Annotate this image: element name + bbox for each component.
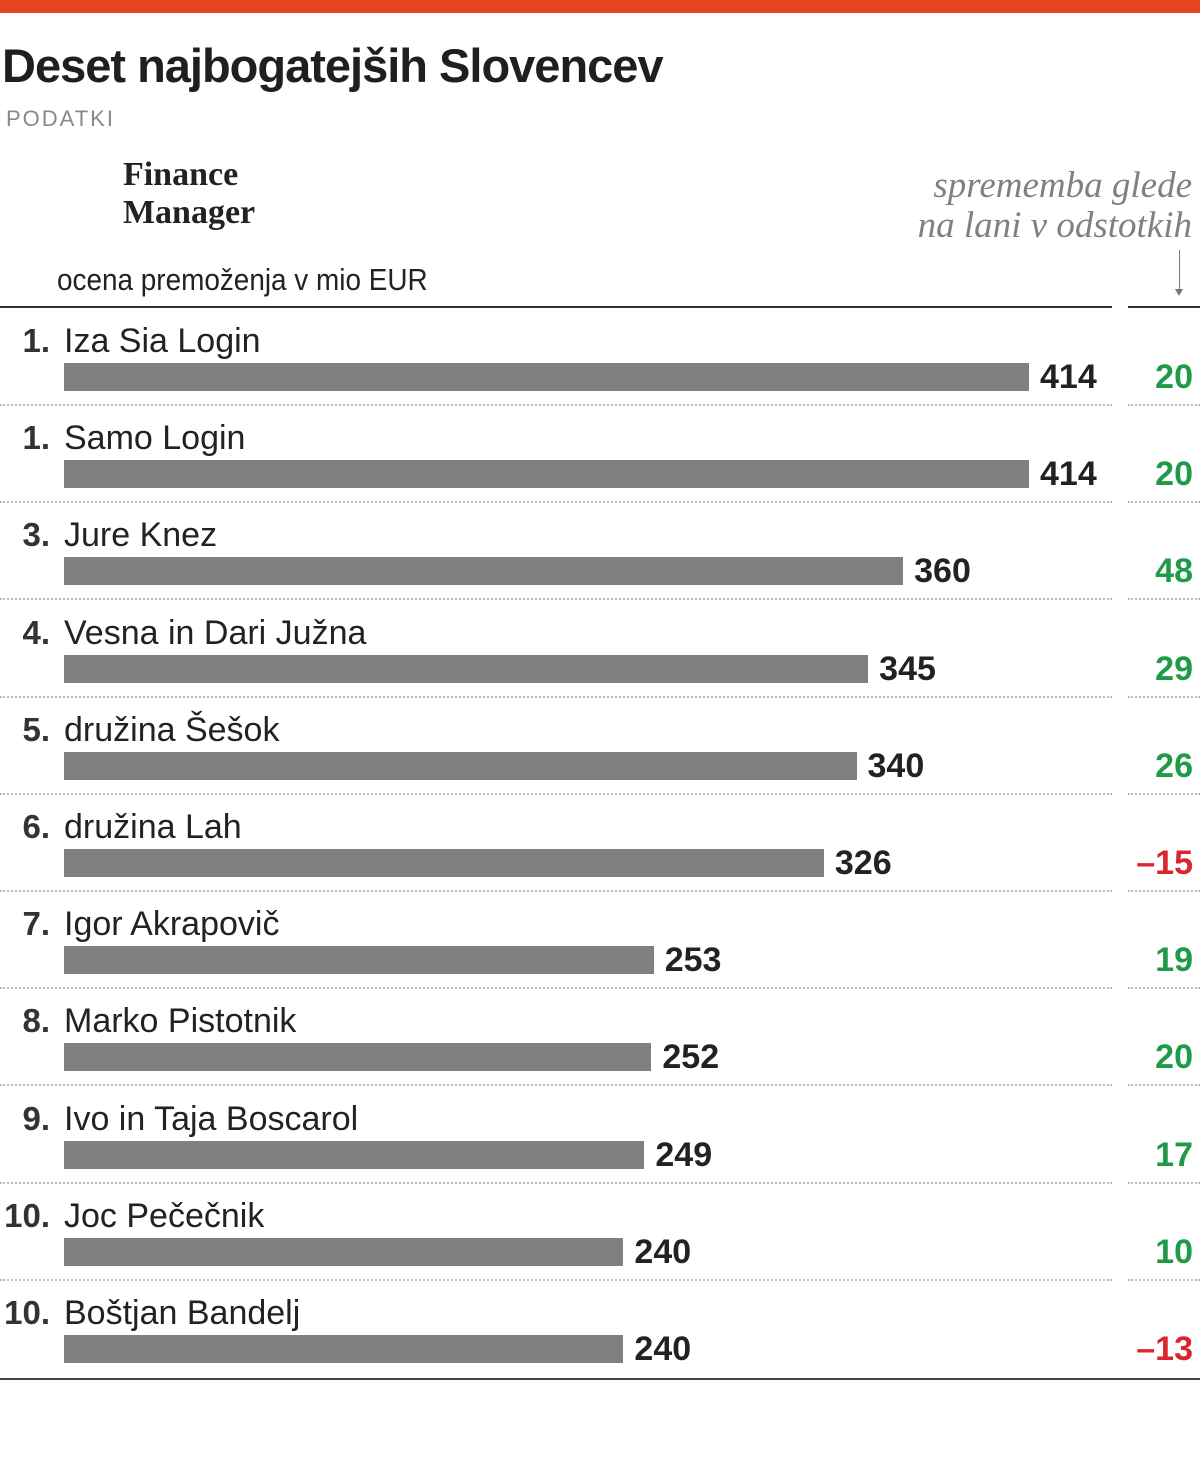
- chart-row: 5. družina Šešok 340 26: [0, 697, 1200, 795]
- bar: [64, 460, 1029, 489]
- chart-row: 8. Marko Pistotnik 252 20: [0, 988, 1200, 1087]
- value-label: 340: [867, 746, 925, 785]
- change-label: 19: [1155, 941, 1193, 980]
- category-label: Samo Login: [64, 419, 246, 458]
- row-separator: [1128, 890, 1200, 892]
- rank-label: 7.: [22, 905, 50, 943]
- value-label: 253: [664, 941, 722, 980]
- rank-label: 4.: [22, 613, 50, 651]
- chart-row: 9. Ivo in Taja Boscarol 249 17: [0, 1086, 1200, 1184]
- rank-label: 5.: [22, 710, 50, 748]
- row-separator: [1128, 695, 1200, 698]
- change-label: –15: [1136, 844, 1193, 882]
- header-rule: [0, 306, 1112, 308]
- source-label: PODATKI: [6, 106, 115, 131]
- bar: [64, 1335, 624, 1363]
- value-label: 414: [1040, 358, 1097, 396]
- down-arrow-icon: [1175, 250, 1183, 296]
- value-label: 345: [879, 649, 936, 688]
- row-separator: [0, 501, 1112, 504]
- source-name: Finance Manager: [122, 156, 256, 231]
- rank-label: 10.: [4, 1196, 50, 1234]
- chart-row: 1. Iza Sia Login 414 20: [0, 308, 1200, 406]
- change-label: 10: [1155, 1232, 1193, 1271]
- bar: [64, 1237, 624, 1266]
- bottom-rule: [0, 1378, 1200, 1380]
- bar: [64, 1140, 645, 1169]
- category-label: družina Šešok: [64, 710, 280, 749]
- category-label: Vesna in Dari Južna: [64, 613, 367, 652]
- change-label: 26: [1155, 746, 1193, 785]
- rank-label: 1.: [22, 322, 50, 359]
- row-separator: [0, 695, 1112, 698]
- row-separator: [1128, 792, 1200, 795]
- bar: [64, 751, 857, 780]
- category-label: Iza Sia Login: [64, 322, 261, 360]
- change-label: –13: [1136, 1330, 1193, 1368]
- value-label: 240: [634, 1330, 692, 1368]
- row-separator: [1128, 1084, 1200, 1087]
- bar: [64, 654, 869, 683]
- change-label: 17: [1155, 1135, 1193, 1174]
- rank-label: 10.: [4, 1294, 50, 1331]
- rank-label: 6.: [22, 808, 50, 845]
- category-label: družina Lah: [64, 808, 242, 846]
- change-label: 20: [1155, 358, 1193, 396]
- accent-bar: [0, 0, 1200, 13]
- rank-label: 1.: [22, 419, 50, 457]
- bar: [64, 363, 1029, 391]
- change-label: 29: [1155, 649, 1193, 688]
- value-label: 252: [662, 1038, 720, 1077]
- rank-label: 3.: [22, 516, 50, 554]
- row-separator: [1128, 404, 1200, 406]
- value-label: 249: [655, 1135, 713, 1174]
- value-label: 240: [634, 1232, 692, 1271]
- row-separator: [1128, 501, 1200, 504]
- row-separator: [0, 792, 1112, 795]
- chart-row: 6. družina Lah 326 –15: [0, 794, 1200, 892]
- row-separator: [0, 1278, 1112, 1281]
- change-label-line1: sprememba glede: [933, 165, 1192, 206]
- row-separator: [0, 404, 1112, 406]
- value-label: 360: [914, 552, 971, 591]
- bar: [64, 849, 824, 877]
- change-label-line2: na lani v odstotkih: [917, 205, 1192, 246]
- rank-label: 9.: [22, 1099, 50, 1137]
- change-column-label: sprememba glede na lani v odstotkih: [918, 166, 1192, 246]
- category-label: Joc Pečečnik: [64, 1196, 265, 1235]
- row-separator: [0, 1181, 1112, 1184]
- row-separator: [1128, 987, 1200, 990]
- chart-row: 10. Joc Pečečnik 240 10: [0, 1183, 1200, 1281]
- chart-row: 3. Jure Knez 360 48: [0, 502, 1200, 601]
- bar: [64, 946, 654, 975]
- chart-row: 4. Vesna in Dari Južna 345 29: [0, 600, 1200, 698]
- row-separator: [0, 890, 1112, 892]
- change-label: 20: [1155, 455, 1193, 494]
- row-separator: [1128, 1278, 1200, 1281]
- category-label: Jure Knez: [64, 516, 218, 555]
- value-label: 326: [834, 844, 892, 882]
- bar: [64, 1043, 652, 1072]
- value-label: 414: [1040, 455, 1097, 494]
- source-line: PODATKI Finance Manager: [6, 106, 255, 231]
- row-separator: [1128, 1181, 1200, 1184]
- category-label: Igor Akrapovič: [64, 905, 280, 944]
- chart-title: Deset najbogatejših Slovencev: [2, 39, 664, 92]
- change-label: 20: [1155, 1038, 1193, 1077]
- chart-row: 7. Igor Akrapovič 253 19: [0, 891, 1200, 990]
- chart-row: 1. Samo Login 414 20: [0, 405, 1200, 504]
- bar: [64, 557, 904, 586]
- value-axis-label: ocena premoženja v mio EUR: [57, 262, 428, 297]
- row-separator: [0, 1084, 1112, 1087]
- chart-row: 10. Boštjan Bandelj 240 –13: [0, 1280, 1200, 1378]
- row-separator: [0, 598, 1112, 601]
- row-separator: [0, 987, 1112, 990]
- header-rule-change: [1128, 306, 1200, 308]
- row-separator: [1128, 598, 1200, 601]
- category-label: Boštjan Bandelj: [64, 1294, 301, 1332]
- category-label: Ivo in Taja Boscarol: [64, 1099, 359, 1138]
- change-label: 48: [1155, 552, 1193, 591]
- rank-label: 8.: [22, 1002, 50, 1040]
- category-label: Marko Pistotnik: [64, 1002, 297, 1041]
